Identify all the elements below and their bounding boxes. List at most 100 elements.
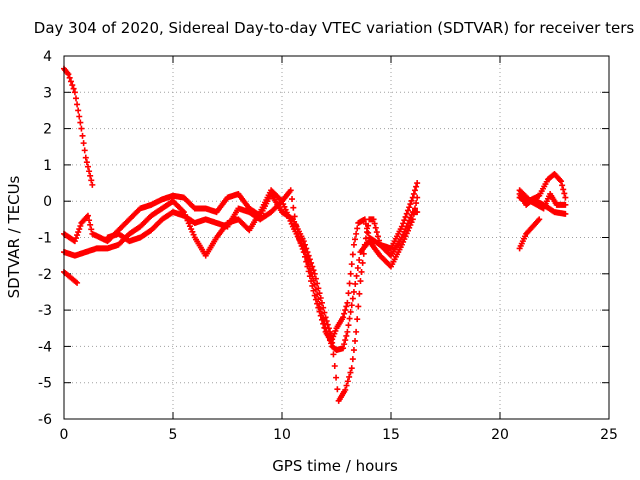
y-tick-label: -3 [38, 303, 52, 319]
data-point [413, 183, 420, 190]
x-tick-label: 0 [60, 427, 69, 443]
data-point [536, 216, 543, 223]
data-point [346, 373, 353, 380]
data-point [348, 302, 355, 309]
data-point [84, 163, 91, 170]
data-point [340, 345, 347, 352]
data-point [352, 236, 359, 243]
data-point [298, 242, 305, 249]
data-point [76, 113, 83, 120]
y-tick-label: -2 [38, 267, 52, 283]
data-point [376, 237, 383, 244]
data-point [83, 159, 90, 166]
data-point [74, 279, 81, 286]
data-point [306, 273, 313, 280]
data-point [343, 303, 350, 310]
data-point [76, 226, 83, 233]
data-point [66, 74, 73, 81]
x-tick-label: 20 [491, 427, 509, 443]
data-point [299, 245, 306, 252]
data-point [86, 168, 93, 175]
data-point [355, 303, 362, 310]
data-point [310, 287, 317, 294]
data-point [84, 212, 91, 219]
data-point [86, 217, 93, 224]
data-point [287, 187, 294, 194]
data-point [350, 347, 357, 354]
data-point [314, 300, 321, 307]
data-point [303, 258, 310, 265]
data-point [347, 369, 354, 376]
data-point [79, 132, 86, 139]
data-point [560, 186, 567, 193]
data-point [348, 365, 355, 372]
data-point [561, 190, 568, 197]
data-point [559, 182, 566, 189]
data-point [87, 221, 94, 228]
data-point [308, 278, 315, 285]
data-point [414, 194, 421, 201]
data-point [78, 125, 85, 132]
data-point [316, 308, 323, 315]
data-point [354, 316, 361, 323]
data-point [373, 229, 380, 236]
data-point [402, 213, 409, 220]
data-point [340, 314, 347, 321]
data-point [81, 147, 88, 154]
data-point [342, 337, 349, 344]
data-point [358, 268, 365, 275]
data-point [404, 207, 411, 214]
y-tick-label: 0 [43, 194, 52, 210]
data-point [360, 250, 367, 257]
data-point [353, 272, 360, 279]
data-point [343, 332, 350, 339]
data-point [562, 194, 569, 201]
y-tick-label: 4 [43, 49, 52, 65]
data-point [309, 282, 316, 289]
x-tick-label: 15 [382, 427, 400, 443]
y-tick-label: -6 [38, 412, 52, 428]
data-point [406, 204, 413, 211]
data-point [370, 216, 377, 223]
data-point [359, 259, 366, 266]
data-point [348, 261, 355, 268]
data-point [300, 249, 307, 256]
data-point [362, 235, 369, 242]
data-point [347, 308, 354, 315]
data-point [294, 230, 301, 237]
data-point [320, 320, 327, 327]
data-point [343, 382, 350, 389]
data-point [344, 299, 351, 306]
data-point [407, 201, 414, 208]
data-point [346, 315, 353, 322]
data-point [82, 154, 89, 161]
data-point [315, 304, 322, 311]
data-point [67, 78, 74, 85]
data-point [72, 95, 79, 102]
data-point [311, 292, 318, 299]
data-point [89, 181, 96, 188]
data-point [414, 209, 421, 216]
data-point [321, 324, 328, 331]
data-point [74, 101, 81, 108]
data-point [324, 321, 331, 328]
data-point [317, 312, 324, 319]
data-point [297, 239, 304, 246]
y-tick-label: -1 [38, 231, 52, 247]
data-point [365, 229, 372, 236]
data-point [350, 288, 357, 295]
grid-lines [64, 56, 609, 419]
data-point [353, 230, 360, 237]
data-point [69, 82, 76, 89]
data-point [408, 197, 415, 204]
data-point [341, 310, 348, 317]
data-point [304, 263, 311, 270]
data-point [74, 232, 81, 239]
data-point [75, 107, 82, 114]
data-point [349, 356, 356, 363]
data-point [349, 251, 356, 258]
data-point [75, 229, 82, 236]
data-point [374, 233, 381, 240]
data-point [71, 238, 78, 245]
